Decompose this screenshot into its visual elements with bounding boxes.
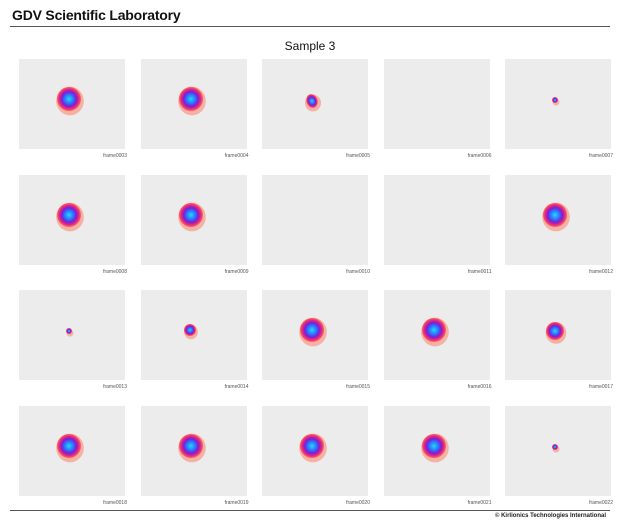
- gdv-glow-image: [140, 174, 247, 265]
- glow-core: [300, 434, 324, 459]
- glow-core: [552, 97, 558, 103]
- glow-core: [546, 322, 564, 341]
- frame-cell: frame0003: [19, 59, 127, 166]
- gdv-glow-image: [140, 406, 247, 497]
- glow-core: [183, 324, 196, 337]
- glow-core: [552, 444, 558, 451]
- frame-label: frame0018: [103, 500, 127, 507]
- frame-cell: frame0020: [262, 406, 370, 513]
- frame-cell: frame0011: [383, 174, 492, 282]
- frame-label: frame0014: [224, 384, 249, 391]
- glow-core: [543, 202, 567, 227]
- glow-core: [178, 87, 203, 111]
- footer-copyright: © Kirlionics Technologies International: [495, 513, 606, 519]
- frame-cell: frame0008: [19, 174, 127, 282]
- frame-label: frame0019: [224, 500, 249, 507]
- gdv-glow-image: [505, 290, 611, 381]
- page-title: GDV Scientific Laboratory: [12, 7, 181, 23]
- frame-cell: frame0005: [262, 59, 370, 166]
- frame-label: frame0007: [589, 153, 613, 159]
- frame-cell: frame0017: [505, 290, 613, 397]
- gdv-glow-image: [262, 290, 368, 381]
- frame-label: frame0011: [467, 268, 492, 275]
- frame-cell: frame0016: [383, 290, 492, 397]
- frame-cell: frame0013: [19, 290, 127, 397]
- frame-label: frame0016: [467, 384, 492, 391]
- glow-core: [300, 318, 324, 343]
- gdv-glow-image: [262, 174, 368, 265]
- frame-cell: frame0004: [140, 59, 249, 166]
- frame-label: frame0022: [589, 500, 613, 507]
- glow-core: [66, 328, 72, 335]
- frame-label: frame0009: [224, 268, 249, 275]
- gdv-glow-image: [505, 174, 611, 265]
- glow-core: [306, 94, 318, 108]
- gdv-glow-image: [383, 290, 490, 381]
- frame-cell: frame0022: [505, 406, 613, 513]
- frame-label: frame0015: [346, 384, 370, 391]
- gdv-glow-image: [383, 59, 490, 149]
- frame-cell: frame0012: [505, 174, 613, 282]
- glow-core: [178, 202, 203, 227]
- glow-core: [57, 202, 81, 227]
- glow-core: [57, 434, 81, 459]
- glow-core: [421, 318, 446, 343]
- frame-grid: frame0003 frame0004 frame0005 frame0006 fram…: [19, 59, 615, 513]
- glow-core: [178, 434, 203, 459]
- gdv-glow-image: [262, 59, 368, 149]
- frame-cell: frame0006: [383, 59, 492, 166]
- glow-core: [421, 434, 446, 459]
- frame-cell: frame0007: [505, 59, 613, 166]
- gdv-glow-image: [19, 290, 125, 381]
- frame-label: frame0012: [589, 268, 613, 275]
- header-divider: [10, 26, 610, 27]
- gdv-glow-image: [19, 59, 125, 149]
- footer-divider: [10, 510, 610, 511]
- frame-label: frame0017: [589, 384, 613, 391]
- frame-label: frame0021: [467, 500, 492, 507]
- frame-label: frame0003: [103, 153, 127, 159]
- gdv-glow-image: [140, 59, 247, 149]
- frame-cell: frame0014: [140, 290, 249, 397]
- frame-cell: frame0009: [140, 174, 249, 282]
- sample-title: Sample 3: [284, 39, 336, 53]
- frame-label: frame0006: [467, 153, 492, 159]
- frame-cell: frame0010: [262, 174, 370, 282]
- gdv-glow-image: [383, 406, 490, 497]
- frame-label: frame0004: [224, 153, 249, 159]
- gdv-glow-image: [383, 174, 490, 265]
- frame-label: frame0005: [346, 153, 370, 159]
- frame-cell: frame0018: [19, 406, 127, 513]
- frame-cell: frame0021: [383, 406, 492, 513]
- glow-core: [57, 87, 81, 111]
- gdv-glow-image: [505, 406, 611, 497]
- gdv-glow-image: [19, 174, 125, 265]
- frame-label: frame0020: [346, 500, 370, 507]
- frame-label: frame0013: [103, 384, 127, 391]
- frame-cell: frame0019: [140, 406, 249, 513]
- frame-label: frame0008: [103, 268, 127, 275]
- gdv-glow-image: [140, 290, 247, 381]
- gdv-glow-image: [19, 406, 125, 497]
- gdv-glow-image: [505, 59, 611, 149]
- frame-cell: frame0015: [262, 290, 370, 397]
- gdv-glow-image: [262, 406, 368, 497]
- frame-label: frame0010: [346, 268, 370, 275]
